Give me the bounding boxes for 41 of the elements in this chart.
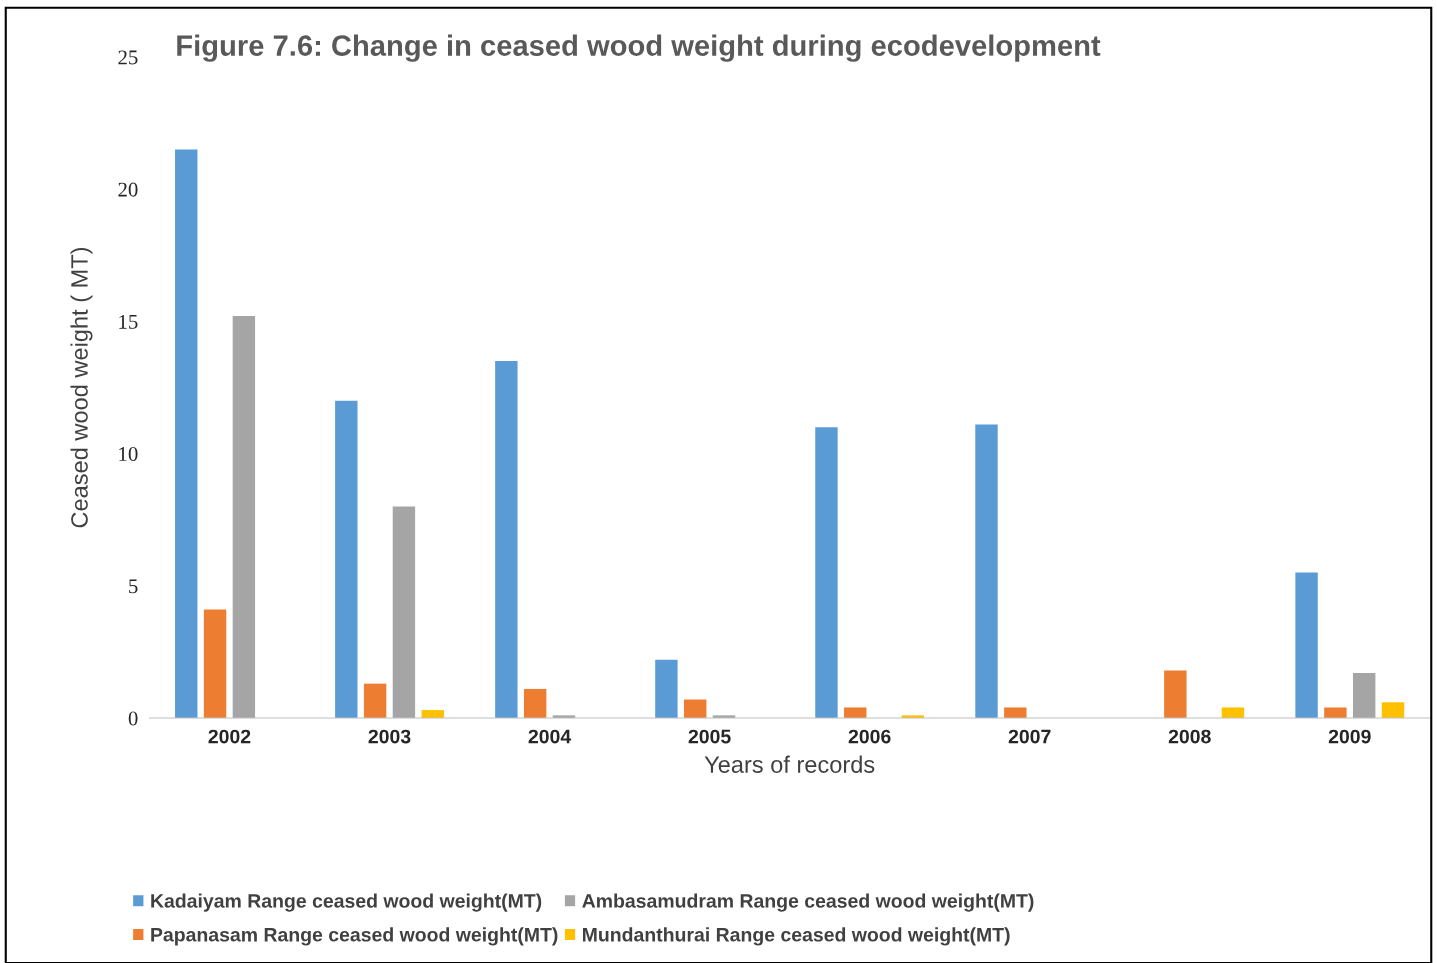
x-tick-label: 2007 xyxy=(1008,729,1051,744)
x-axis-title: Years of records xyxy=(704,755,875,773)
bar xyxy=(1164,670,1187,719)
bar xyxy=(655,659,678,719)
y-axis-title: Ceased wood weight ( MT) xyxy=(70,247,93,528)
chart-title: Figure 7.6: Change in ceased wood weight during ecodevelopment xyxy=(177,34,1101,62)
bar xyxy=(975,424,998,719)
bar xyxy=(1381,702,1405,719)
x-tick-label: 2003 xyxy=(368,729,411,744)
legend-label: Ambasamudram Range ceased wood weight(MT) xyxy=(582,893,1034,912)
x-tick-label: 2006 xyxy=(848,729,891,744)
bar xyxy=(684,699,707,719)
bar xyxy=(815,427,838,719)
y-tick-label: 25 xyxy=(118,50,138,65)
x-tick-label: 2005 xyxy=(688,729,731,744)
y-tick-label: 15 xyxy=(119,314,138,329)
bar xyxy=(495,361,518,719)
bar xyxy=(335,400,358,719)
bar xyxy=(523,688,547,719)
bar xyxy=(1004,707,1027,719)
bar xyxy=(203,609,227,719)
bar xyxy=(1352,673,1376,719)
bar xyxy=(232,316,256,719)
x-tick-label: 2008 xyxy=(1168,729,1211,744)
bar xyxy=(1221,707,1245,719)
x-tick-label: 2004 xyxy=(528,729,572,744)
bar xyxy=(1324,707,1347,719)
x-tick-label: 2009 xyxy=(1328,729,1371,744)
y-tick-label: 10 xyxy=(119,446,138,462)
y-tick-label: 20 xyxy=(118,182,138,197)
x-tick-label: 2002 xyxy=(208,729,251,744)
legend-label: Kadaiyam Range ceased wood weight(MT) xyxy=(151,893,542,912)
bar xyxy=(1295,572,1318,719)
bar xyxy=(844,707,867,719)
bar xyxy=(175,149,198,719)
y-tick-label: 5 xyxy=(129,579,138,594)
legend-label: Mundanthurai Range ceased wood weight(MT) xyxy=(582,927,1010,946)
bar xyxy=(392,506,416,719)
bar xyxy=(363,683,387,719)
legend-label: Papanasam Range ceased wood weight(MT) xyxy=(151,927,558,946)
y-tick-label: 0 xyxy=(128,711,138,726)
